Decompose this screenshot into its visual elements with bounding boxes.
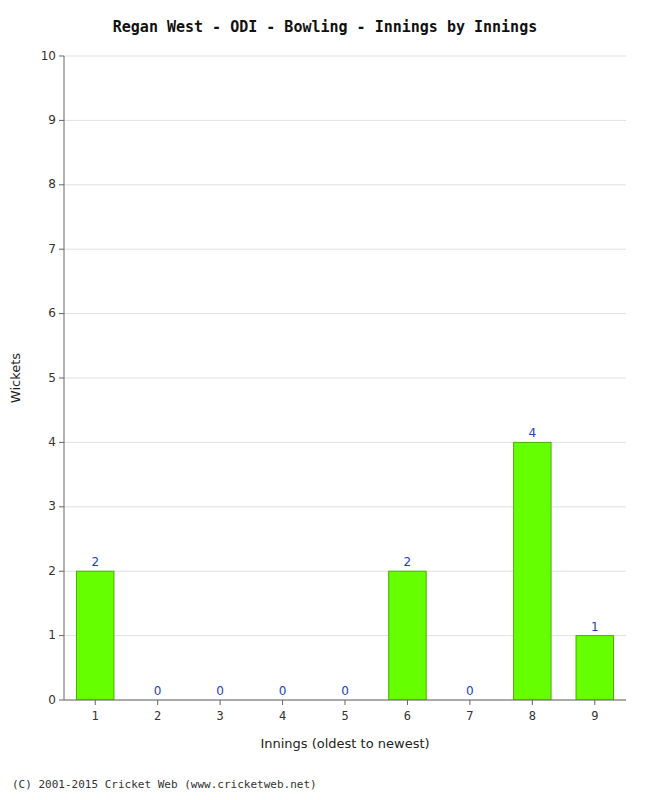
grid-line xyxy=(64,378,626,379)
data-label: 0 xyxy=(216,684,224,698)
grid xyxy=(64,56,626,700)
x-tick-label: 2 xyxy=(154,709,161,723)
x-tick xyxy=(220,700,221,705)
bar xyxy=(389,571,426,700)
y-tick xyxy=(59,249,64,250)
x-tick xyxy=(282,700,283,705)
x-tick xyxy=(95,700,96,705)
y-tick xyxy=(59,635,64,636)
y-tick xyxy=(59,506,64,507)
y-axis-line xyxy=(64,56,65,700)
chart-container: 0 1 2 3 4 5 6 7 8 9 10 2 0 0 0 0 2 0 4 1 1 2 3 4 5 6 7 8 9 Innings (o… xyxy=(0,0,650,800)
x-tick-label: 6 xyxy=(404,709,411,723)
x-tick xyxy=(594,700,595,705)
bar xyxy=(576,636,613,700)
data-label: 1 xyxy=(591,620,599,634)
y-tick xyxy=(59,700,64,701)
grid-line xyxy=(64,184,626,185)
x-tick xyxy=(532,700,533,705)
y-tick-label: 6 xyxy=(48,306,56,320)
x-tick xyxy=(345,700,346,705)
y-tick xyxy=(59,442,64,443)
y-tick-label: 8 xyxy=(48,177,56,191)
y-tick xyxy=(59,184,64,185)
bar xyxy=(76,571,113,700)
bar xyxy=(514,442,551,700)
y-tick-label: 1 xyxy=(48,628,56,642)
x-tick-label: 9 xyxy=(591,709,598,723)
y-axis: 0 1 2 3 4 5 6 7 8 9 10 xyxy=(41,49,64,707)
data-label: 0 xyxy=(154,684,162,698)
data-label: 4 xyxy=(529,426,537,440)
y-tick xyxy=(59,120,64,121)
x-tick-label: 7 xyxy=(466,709,473,723)
y-tick xyxy=(59,571,64,572)
x-tick xyxy=(407,700,408,705)
grid-line xyxy=(64,249,626,250)
data-label: 2 xyxy=(91,555,99,569)
y-tick xyxy=(59,56,64,57)
x-axis-label: Innings (oldest to newest) xyxy=(260,736,429,751)
grid-line xyxy=(64,313,626,314)
x-tick-label: 1 xyxy=(92,709,99,723)
y-tick-label: 7 xyxy=(48,242,56,256)
x-tick-label: 4 xyxy=(279,709,286,723)
x-tick xyxy=(469,700,470,705)
footer-text: (C) 2001-2015 Cricket Web (www.cricketwe… xyxy=(12,778,317,791)
x-tick xyxy=(157,700,158,705)
y-tick-label: 3 xyxy=(48,499,56,513)
y-tick xyxy=(59,313,64,314)
data-label: 0 xyxy=(466,684,474,698)
y-tick-label: 0 xyxy=(48,693,56,707)
x-tick-label: 8 xyxy=(529,709,536,723)
y-tick-label: 5 xyxy=(48,371,56,385)
data-label: 0 xyxy=(341,684,349,698)
data-label: 0 xyxy=(279,684,287,698)
data-labels: 2 0 0 0 0 2 0 4 1 xyxy=(91,426,598,698)
grid-line xyxy=(64,120,626,121)
grid-line xyxy=(64,56,626,57)
y-tick xyxy=(59,378,64,379)
x-tick-label: 5 xyxy=(341,709,348,723)
title: Regan West - ODI - Bowling - Innings by … xyxy=(113,18,537,36)
y-axis-label: Wickets xyxy=(8,353,23,403)
bars xyxy=(76,442,613,700)
chart: 0 1 2 3 4 5 6 7 8 9 10 2 0 0 0 0 2 0 4 1 1 2 3 4 5 6 7 8 9 Innings (o… xyxy=(0,0,650,800)
y-tick-label: 2 xyxy=(48,564,56,578)
x-tick-label: 3 xyxy=(216,709,223,723)
data-label: 2 xyxy=(404,555,412,569)
y-tick-label: 4 xyxy=(48,435,56,449)
y-tick-label: 10 xyxy=(41,49,56,63)
x-axis: 1 2 3 4 5 6 7 8 9 xyxy=(64,700,626,723)
y-tick-label: 9 xyxy=(48,113,56,127)
